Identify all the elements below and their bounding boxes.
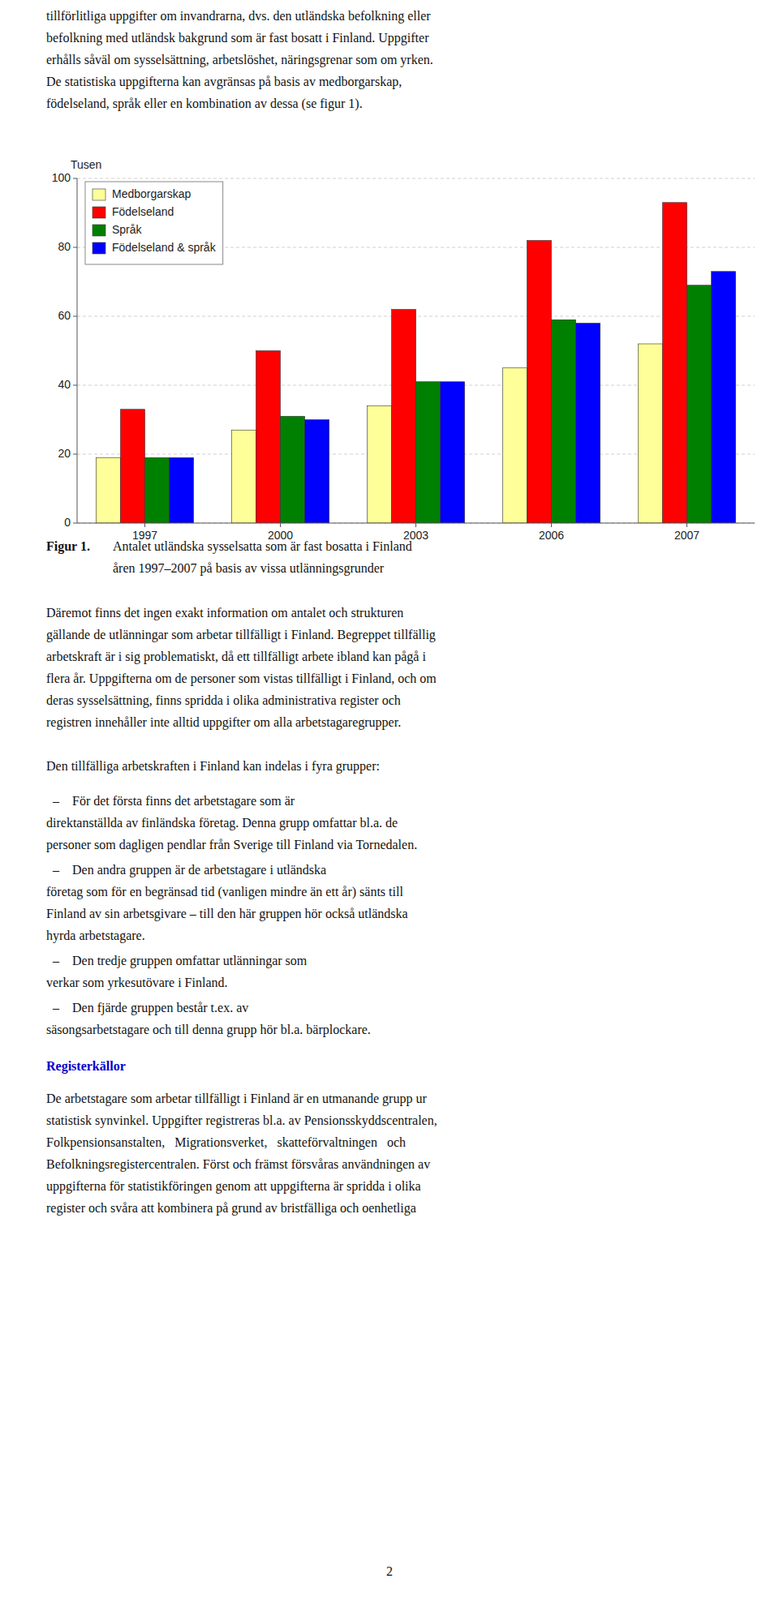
legend-swatch — [92, 206, 106, 219]
legend-swatch — [92, 242, 106, 254]
bar — [687, 285, 712, 524]
body-text: statistisk synvinkel. Uppgifter registre… — [46, 1114, 438, 1129]
body-text: uppgifterna för statistikföringen genom … — [46, 1179, 422, 1195]
body-text: Befolkningsregistercentralen. Först och … — [46, 1157, 431, 1173]
bullet-marker: – — [51, 794, 61, 809]
y-tick-label: 20 — [57, 447, 71, 461]
x-tick — [144, 523, 146, 528]
legend-label: Födelseland — [111, 205, 174, 219]
bar — [416, 382, 441, 524]
section-header: Registerkällor — [46, 1059, 126, 1075]
x-tick — [279, 523, 281, 528]
bar — [662, 202, 687, 524]
y-tick-label: 100 — [51, 171, 72, 185]
y-axis — [77, 178, 78, 524]
bar — [440, 382, 465, 524]
bullet-text: direktanställda av finländska företag. D… — [46, 816, 398, 831]
y-tick — [73, 316, 78, 318]
bar — [391, 309, 416, 525]
bar — [145, 457, 170, 524]
chart: 020406080100Tusen19972000200320062007Med… — [51, 158, 755, 543]
bullet-text: företag som för en begränsad tid (vanlig… — [46, 885, 404, 900]
body-text: De statistiska uppgifterna kan avgränsas… — [46, 74, 402, 90]
x-tick — [550, 523, 552, 528]
bullet-text: Finland av sin arbetsgivare – till den h… — [46, 907, 409, 922]
bullet-marker: – — [51, 1001, 61, 1016]
legend-label: Språk — [111, 223, 143, 237]
x-tick — [686, 523, 688, 528]
page: tillförlitliga uppgifter om invandrarna,… — [0, 0, 779, 1600]
body-text: registren innehåller inte alltid uppgift… — [46, 715, 401, 731]
x-tick-label: 2006 — [538, 529, 564, 543]
y-tick — [73, 385, 78, 387]
body-text: Däremot finns det ingen exakt informatio… — [46, 606, 404, 621]
bullet-text: personer som dagligen pendlar från Sveri… — [46, 838, 418, 853]
body-text: De arbetstagare som arbetar tillfälligt … — [46, 1092, 427, 1107]
bullet-text: Den fjärde gruppen består t.ex. av — [72, 1001, 249, 1016]
bullet-text: Den tredje gruppen omfattar utlänningar … — [72, 954, 308, 969]
figure-caption: Figur 1. — [46, 539, 91, 555]
x-tick-label: 2007 — [674, 529, 700, 543]
legend-label: Födelseland & språk — [111, 241, 217, 254]
bar — [255, 351, 280, 525]
bullet-text: För det första finns det arbetstagare so… — [72, 794, 296, 810]
body-text: flera år. Uppgifterna om de personer som… — [46, 671, 437, 687]
body-text: arbetskraft är i sig problematiskt, då e… — [46, 649, 427, 665]
legend-swatch — [92, 189, 106, 201]
body-text: register och svåra att kombinera på grun… — [46, 1201, 417, 1217]
body-text: deras sysselsättning, finns spridda i ol… — [46, 693, 401, 709]
bullet-text: Den andra gruppen är de arbetstagare i u… — [72, 863, 327, 878]
y-tick — [73, 523, 78, 525]
y-axis-label: Tusen — [70, 158, 102, 172]
body-text: Den tillfälliga arbetskraften i Finland … — [46, 759, 380, 775]
bar — [305, 420, 330, 525]
body-text: födelseland, språk eller en kombination … — [46, 96, 363, 112]
bar — [231, 430, 256, 524]
bar — [280, 416, 306, 524]
bar — [711, 271, 736, 524]
legend-label: Medborgarskap — [111, 187, 191, 201]
legend-swatch — [92, 224, 106, 237]
body-text: gällande de utlänningar som arbetar till… — [46, 628, 436, 643]
y-tick — [73, 247, 78, 249]
grid-line — [77, 178, 755, 180]
body-text: Folkpensionsanstalten, Migrationsverket,… — [46, 1136, 406, 1151]
page-number: 2 — [386, 1565, 393, 1580]
y-tick-label: 60 — [57, 309, 71, 323]
bar — [169, 457, 194, 524]
legend: Medborgarskap Födelseland Språk Födelseland… — [85, 181, 224, 265]
body-text: befolkning med utländsk bakgrund som är … — [46, 30, 430, 46]
bullet-text: verkar som yrkesutövare i Finland. — [46, 976, 229, 991]
bar — [502, 368, 527, 524]
bars — [95, 202, 736, 524]
body-text: tillförlitliga uppgifter om invandrarna,… — [46, 8, 431, 24]
legend-box — [85, 181, 224, 265]
bar — [637, 344, 663, 524]
bullet-marker: – — [51, 863, 61, 878]
bullet-marker: – — [51, 954, 61, 969]
figure-caption: Antalet utländska sysselsatta som är fas… — [112, 539, 413, 555]
bullet-text: säsongsarbetstagare och till denna grupp… — [46, 1023, 371, 1038]
x-tick — [415, 523, 417, 528]
y-tick — [73, 178, 78, 180]
bar — [366, 406, 392, 525]
y-tick-label: 40 — [57, 378, 71, 392]
bar — [551, 319, 577, 524]
bar — [576, 323, 601, 525]
y-tick-label: 80 — [57, 240, 71, 254]
y-tick — [73, 454, 78, 456]
bar — [120, 409, 145, 524]
y-tick-label: 0 — [64, 516, 71, 530]
bar — [526, 241, 551, 525]
figure-caption: åren 1997–2007 på basis av vissa utlänni… — [112, 561, 385, 577]
bar — [95, 457, 121, 524]
body-text: erhålls såväl om sysselsättning, arbetsl… — [46, 52, 434, 68]
bullet-text: hyrda arbetstagare. — [46, 929, 146, 944]
